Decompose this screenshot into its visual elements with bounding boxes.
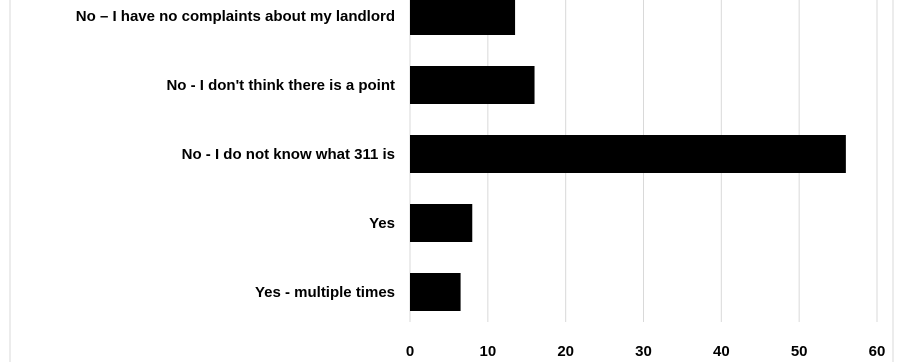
category-label: Yes [369, 215, 395, 232]
category-label: No - I do not know what 311 is [182, 146, 395, 163]
bar [410, 66, 535, 104]
bar [410, 273, 461, 311]
bars [410, 0, 846, 311]
x-tick-label: 50 [791, 343, 808, 360]
x-tick-label: 60 [869, 343, 886, 360]
x-tick-label: 40 [713, 343, 730, 360]
x-tick-label: 10 [479, 343, 496, 360]
bar [410, 135, 846, 173]
x-tick-label: 0 [406, 343, 414, 360]
x-axis-tick-labels: 0 10 20 30 40 50 60 [406, 343, 886, 360]
bar [410, 0, 516, 35]
x-tick-label: 30 [635, 343, 652, 360]
bar [410, 204, 473, 242]
x-tick-label: 20 [557, 343, 574, 360]
category-label: No - I don't think there is a point [166, 77, 395, 94]
category-label: Yes - multiple times [255, 284, 395, 301]
category-label: No – I have no complaints about my landl… [76, 8, 395, 25]
category-labels: No – I have no complaints about my landl… [76, 8, 395, 301]
